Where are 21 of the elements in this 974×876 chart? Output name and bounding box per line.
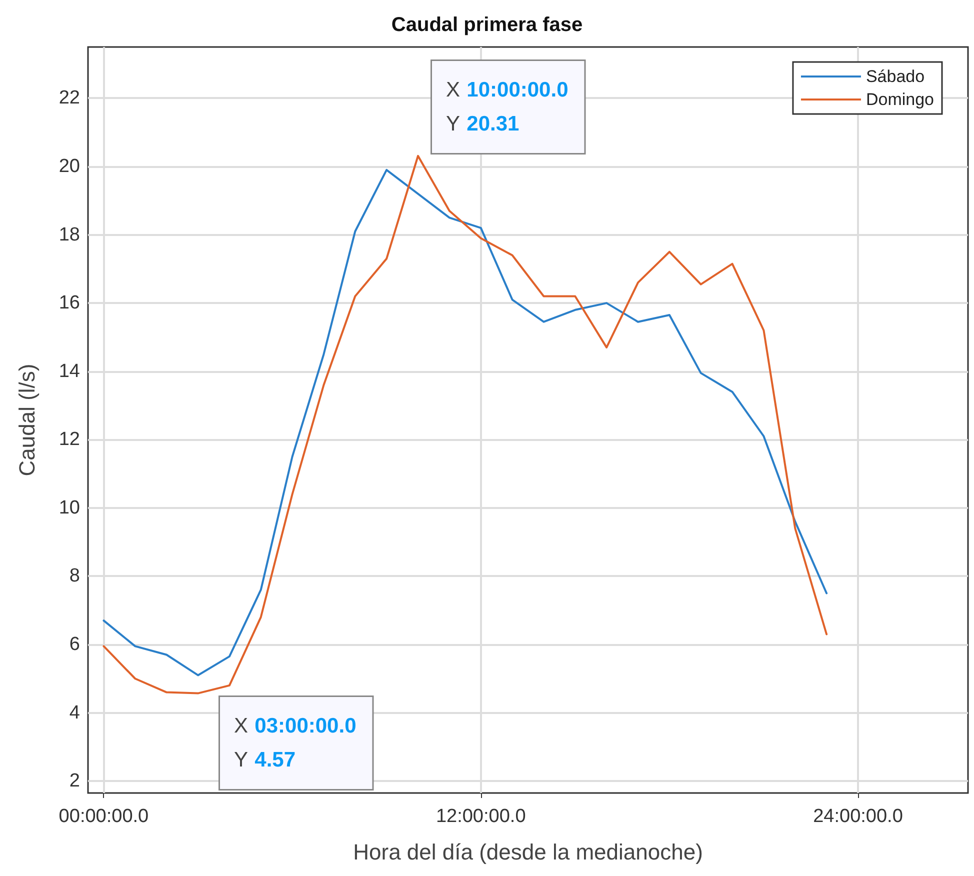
x-tick-label: 24:00:00.0 (813, 806, 903, 827)
chart-title: Caudal primera fase (391, 14, 583, 36)
y-tick-label: 8 (69, 566, 80, 587)
annotation: X 03:00:00.0 Y 4.57 (234, 714, 356, 772)
y-tick-label: 16 (58, 292, 80, 314)
y-tick-label: 2 (69, 770, 80, 792)
x-tick-label: 00:00:00.0 (58, 806, 149, 827)
y-tick-label: 22 (58, 88, 80, 109)
y-tick-label: 4 (69, 702, 80, 724)
annotation: X 10:00:00.0 Y 20.31 (446, 78, 568, 136)
y-tick-label: 10 (58, 497, 80, 518)
y-tick-label: 18 (58, 224, 80, 246)
legend-label: Sábado (866, 67, 925, 86)
x-tick-label: 12:00:00.0 (436, 806, 526, 827)
y-tick-label: 6 (69, 634, 80, 655)
y-tick-label: 14 (58, 360, 80, 382)
x-axis-title: Hora del día (desde la medianoche) (353, 840, 703, 864)
y-axis-title: Caudal (l/s) (14, 364, 40, 476)
legend-label: Domingo (866, 90, 934, 109)
y-tick-label: 20 (58, 156, 80, 177)
y-tick-label: 12 (58, 429, 80, 450)
